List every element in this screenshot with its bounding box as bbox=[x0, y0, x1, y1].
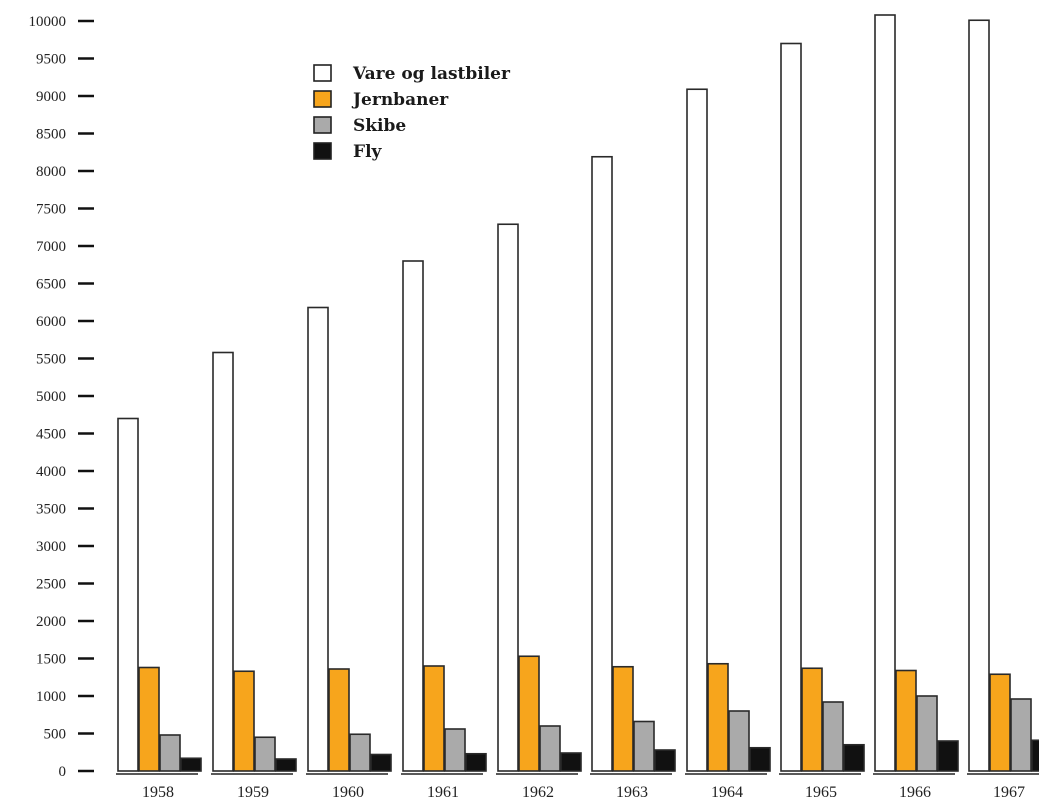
bar-fly-1965 bbox=[843, 743, 865, 772]
bar-vare-og-lastbiler-1960 bbox=[307, 306, 329, 772]
x-axis: 1958 1959 1960 1961 1962 1963 1964 1965 1966 1967 bbox=[116, 773, 1039, 801]
x-category-label: 1965 bbox=[805, 784, 837, 801]
bar-fly-1960 bbox=[370, 753, 392, 772]
y-tick-label: 7500 bbox=[36, 202, 66, 218]
bar-skibe-1967 bbox=[1010, 698, 1032, 772]
bar-fly-1959 bbox=[275, 758, 297, 772]
bar-jernbaner-1958 bbox=[138, 666, 160, 772]
bar-jernbaner-1964 bbox=[707, 662, 729, 772]
y-tick-label: 4500 bbox=[36, 427, 66, 443]
bar-jernbaner-1967 bbox=[989, 673, 1011, 772]
bar-skibe-1959 bbox=[254, 736, 276, 772]
y-tick-label: 5000 bbox=[36, 389, 66, 405]
legend-swatch bbox=[313, 116, 332, 134]
bar-fly-1962 bbox=[560, 752, 582, 772]
bar-jernbaner-1962 bbox=[518, 655, 540, 772]
bar-jernbaner-1963 bbox=[612, 665, 634, 772]
bar-skibe-1964 bbox=[728, 710, 750, 772]
bar-jernbaner-1961 bbox=[423, 665, 445, 772]
y-tick-label: 8000 bbox=[36, 164, 66, 180]
y-tick-label: 6500 bbox=[36, 277, 66, 293]
legend-swatch bbox=[313, 64, 332, 82]
legend-label: Skibe bbox=[353, 116, 406, 136]
y-tick-label: 4000 bbox=[36, 464, 66, 480]
bar-vare-og-lastbiler-1965 bbox=[780, 42, 802, 772]
x-category-label: 1967 bbox=[993, 784, 1025, 801]
x-category-label: 1964 bbox=[711, 784, 743, 801]
legend: Vare og lastbiler Jernbaner Skibe Fly bbox=[313, 64, 511, 162]
bar-vare-og-lastbiler-1963 bbox=[591, 155, 613, 772]
legend-swatch bbox=[313, 90, 332, 108]
bar-vare-og-lastbiler-1967 bbox=[968, 19, 990, 772]
bar-vare-og-lastbiler-1961 bbox=[402, 260, 424, 772]
y-tick-label: 3000 bbox=[36, 539, 66, 555]
x-category-label: 1959 bbox=[237, 784, 269, 801]
bar-skibe-1965 bbox=[822, 701, 844, 772]
y-tick-label: 10000 bbox=[29, 14, 67, 30]
bars bbox=[117, 14, 1039, 772]
legend-label: Vare og lastbiler bbox=[352, 64, 511, 84]
y-tick-label: 5500 bbox=[36, 352, 66, 368]
x-category-label: 1966 bbox=[899, 784, 931, 801]
bar-jernbaner-1966 bbox=[895, 669, 917, 772]
bar-fly-1967 bbox=[1031, 739, 1039, 772]
bar-fly-1963 bbox=[654, 749, 676, 772]
bar-skibe-1958 bbox=[159, 734, 181, 772]
legend-label: Fly bbox=[353, 142, 383, 162]
bar-vare-og-lastbiler-1962 bbox=[497, 223, 519, 772]
bar-fly-1966 bbox=[937, 740, 959, 772]
bar-vare-og-lastbiler-1959 bbox=[212, 351, 234, 772]
y-tick-label: 1500 bbox=[36, 652, 66, 668]
y-tick-label: 2000 bbox=[36, 614, 66, 630]
bar-vare-og-lastbiler-1958 bbox=[117, 417, 139, 772]
bar-fly-1958 bbox=[180, 757, 202, 772]
legend-label: Jernbaner bbox=[351, 90, 449, 110]
x-category-label: 1962 bbox=[522, 784, 554, 801]
y-axis: 0 500 1000 1500 2000 2500 3000 3500 4000 4500 5000… bbox=[29, 14, 94, 780]
y-tick-label: 3500 bbox=[36, 502, 66, 518]
bar-vare-og-lastbiler-1964 bbox=[686, 88, 708, 772]
bar-jernbaner-1965 bbox=[801, 667, 823, 772]
y-tick-label: 500 bbox=[44, 727, 67, 743]
bar-fly-1961 bbox=[465, 752, 487, 772]
y-tick-label: 1000 bbox=[36, 689, 66, 705]
x-category-label: 1961 bbox=[427, 784, 459, 801]
y-tick-label: 6000 bbox=[36, 314, 66, 330]
bar-skibe-1962 bbox=[539, 725, 561, 772]
bar-skibe-1961 bbox=[444, 728, 466, 772]
y-tick-label: 9500 bbox=[36, 52, 66, 68]
y-tick-label: 2500 bbox=[36, 577, 66, 593]
legend-swatch bbox=[313, 142, 332, 160]
y-tick-label: 8500 bbox=[36, 127, 66, 143]
x-category-label: 1963 bbox=[616, 784, 648, 801]
x-category-label: 1960 bbox=[332, 784, 364, 801]
bar-skibe-1963 bbox=[633, 720, 655, 772]
y-tick-label: 0 bbox=[59, 764, 67, 780]
y-tick-label: 7000 bbox=[36, 239, 66, 255]
x-category-label: 1958 bbox=[142, 784, 174, 801]
bar-vare-og-lastbiler-1966 bbox=[874, 14, 896, 772]
bar-fly-1964 bbox=[749, 746, 771, 772]
bar-jernbaner-1960 bbox=[328, 668, 350, 772]
y-tick-label: 9000 bbox=[36, 89, 66, 105]
bar-skibe-1966 bbox=[916, 695, 938, 772]
bar-jernbaner-1959 bbox=[233, 670, 255, 772]
bar-skibe-1960 bbox=[349, 733, 371, 772]
